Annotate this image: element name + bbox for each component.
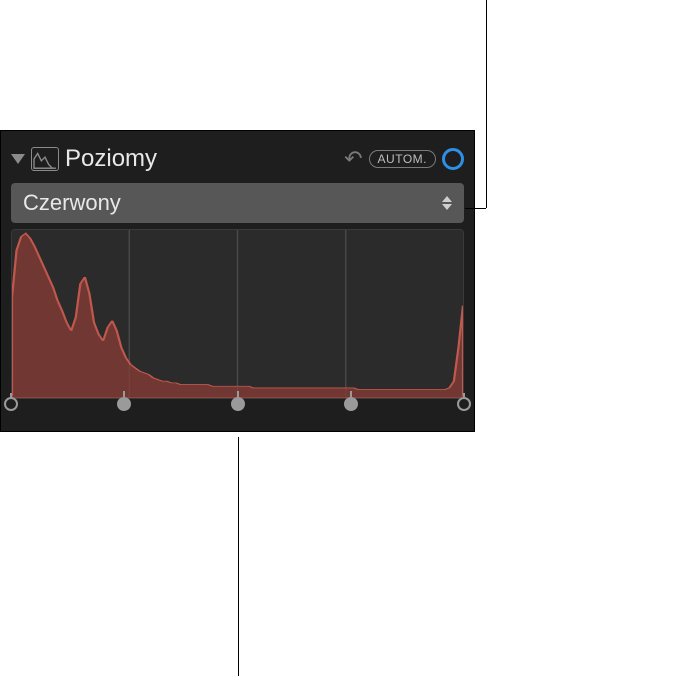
panel-header: Poziomy ↶ AUTOM. [11, 139, 464, 179]
levels-icon [31, 147, 59, 171]
enable-toggle-icon[interactable] [442, 148, 464, 170]
undo-icon[interactable]: ↶ [344, 146, 362, 172]
handles-track [11, 397, 464, 425]
quarter-handle[interactable] [344, 397, 358, 411]
midtone-handle[interactable] [231, 397, 245, 411]
levels-panel: Poziomy ↶ AUTOM. Czerwony [0, 130, 475, 432]
channel-dropdown[interactable]: Czerwony [11, 183, 464, 223]
channel-dropdown-value: Czerwony [23, 190, 121, 216]
callout-line [486, 0, 487, 208]
callout-line [238, 437, 239, 676]
white-point-handle[interactable] [457, 397, 471, 411]
histogram[interactable] [11, 229, 464, 399]
quarter-handle[interactable] [117, 397, 131, 411]
panel-title: Poziomy [65, 145, 338, 173]
dropdown-stepper-icon [442, 196, 452, 210]
auto-button[interactable]: AUTOM. [369, 150, 436, 168]
disclosure-triangle-icon[interactable] [11, 154, 25, 164]
callout-line [465, 208, 486, 209]
black-point-handle[interactable] [4, 397, 18, 411]
